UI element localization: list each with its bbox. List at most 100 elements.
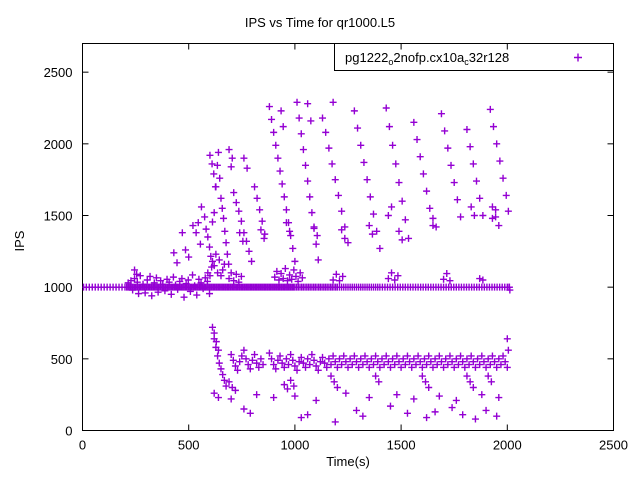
data-point-marker xyxy=(237,217,245,225)
data-point-marker xyxy=(260,234,268,242)
data-point-marker xyxy=(238,352,246,360)
data-point-marker xyxy=(292,272,300,280)
data-point-marker xyxy=(291,392,299,400)
data-point-marker xyxy=(296,269,304,277)
data-point-marker xyxy=(294,277,302,285)
data-point-marker xyxy=(419,170,427,178)
data-point-marker xyxy=(225,260,233,268)
data-point-marker xyxy=(478,352,486,360)
data-point-marker xyxy=(265,349,273,357)
data-point-marker xyxy=(208,218,216,226)
data-point-marker xyxy=(488,352,496,360)
data-point-marker xyxy=(374,358,382,366)
data-point-marker xyxy=(492,213,500,221)
data-point-marker xyxy=(416,153,424,161)
data-point-marker xyxy=(270,394,278,402)
data-point-marker xyxy=(496,157,504,165)
data-point-marker xyxy=(446,277,454,285)
data-point-marker xyxy=(288,275,296,283)
data-point-marker xyxy=(214,346,222,354)
data-point-marker xyxy=(182,246,190,254)
data-point-marker xyxy=(227,351,235,359)
data-point-marker xyxy=(282,355,290,363)
data-point-marker xyxy=(357,355,365,363)
data-point-marker xyxy=(405,234,413,242)
data-point-marker xyxy=(219,371,227,379)
data-point-marker xyxy=(457,213,465,221)
data-point-marker xyxy=(270,128,278,136)
data-point-marker xyxy=(314,256,322,264)
data-point-marker xyxy=(406,358,414,366)
data-point-marker xyxy=(257,226,265,234)
data-point-marker xyxy=(197,279,205,287)
data-point-marker xyxy=(312,362,320,370)
data-point-marker xyxy=(432,223,440,231)
data-point-marker xyxy=(368,230,376,238)
data-point-marker xyxy=(425,352,433,360)
data-point-marker xyxy=(225,378,233,386)
data-point-marker xyxy=(329,352,337,360)
data-point-marker xyxy=(466,378,474,386)
data-point-marker xyxy=(237,272,245,280)
data-point-marker xyxy=(471,363,479,371)
data-point-marker xyxy=(470,212,478,219)
data-point-marker xyxy=(235,278,243,286)
data-point-marker xyxy=(414,352,422,360)
data-point-marker xyxy=(467,203,475,211)
data-point-marker xyxy=(467,352,475,360)
data-point-marker xyxy=(143,276,151,284)
data-point-marker xyxy=(217,194,225,202)
data-point-marker xyxy=(152,274,160,282)
data-point-marker xyxy=(193,291,201,299)
data-point-marker xyxy=(206,243,214,251)
data-point-marker xyxy=(493,363,501,371)
data-point-marker xyxy=(129,286,137,294)
data-point-marker xyxy=(339,272,347,280)
data-point-marker xyxy=(398,197,406,205)
data-point-marker xyxy=(459,411,467,419)
data-point-marker xyxy=(482,406,490,414)
data-point-marker xyxy=(208,263,216,271)
data-point-marker xyxy=(342,358,350,366)
data-point-marker xyxy=(277,270,285,278)
data-point-marker xyxy=(146,272,154,280)
data-point-marker xyxy=(178,275,186,283)
data-point-marker xyxy=(157,277,165,285)
data-point-marker xyxy=(503,335,511,343)
data-point-marker xyxy=(202,225,210,233)
data-point-marker xyxy=(212,250,220,258)
data-point-marker xyxy=(463,372,471,380)
data-point-marker xyxy=(448,358,456,366)
data-point-marker xyxy=(363,358,371,366)
data-point-marker xyxy=(453,196,461,204)
data-point-marker xyxy=(473,177,481,185)
data-point-marker xyxy=(336,277,344,285)
x-tick-label: 1500 xyxy=(387,438,416,453)
data-point-marker xyxy=(287,376,295,384)
data-point-marker xyxy=(276,352,284,360)
data-point-marker xyxy=(450,179,458,187)
data-point-marker xyxy=(426,204,434,212)
data-point-marker xyxy=(384,275,392,283)
data-point-marker xyxy=(246,409,254,417)
data-point-marker xyxy=(240,346,248,354)
data-point-marker xyxy=(206,290,214,298)
data-point-marker xyxy=(332,270,340,278)
data-point-marker xyxy=(334,191,342,199)
data-point-marker xyxy=(141,289,149,297)
data-point-marker xyxy=(235,207,243,215)
data-point-marker xyxy=(452,396,460,404)
data-point-marker xyxy=(360,158,368,166)
data-point-marker xyxy=(291,362,299,370)
data-point-marker xyxy=(139,280,147,288)
data-point-marker xyxy=(214,148,222,156)
data-point-marker xyxy=(295,114,303,122)
data-point-marker xyxy=(480,358,488,366)
data-point-marker xyxy=(341,234,349,242)
data-point-marker xyxy=(218,204,226,212)
data-point-marker xyxy=(244,361,252,369)
data-point-marker xyxy=(268,115,276,123)
data-point-marker xyxy=(463,126,471,133)
data-point-marker xyxy=(321,359,329,367)
